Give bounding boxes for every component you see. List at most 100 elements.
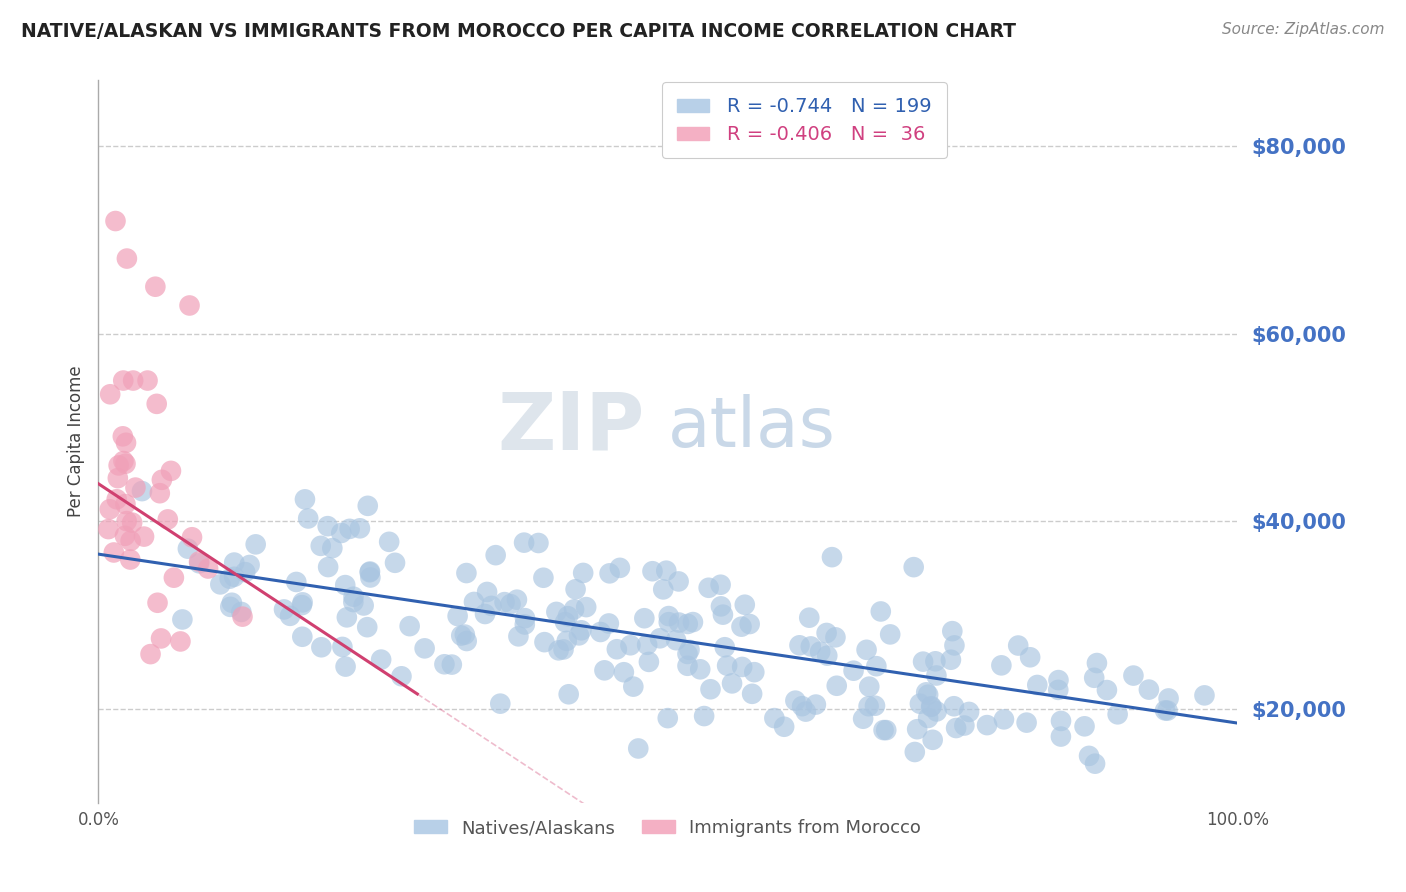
Point bbox=[330, 526, 353, 541]
Point bbox=[716, 658, 738, 673]
Point bbox=[1073, 719, 1095, 733]
Point bbox=[112, 374, 135, 388]
Point bbox=[904, 745, 927, 759]
Point bbox=[336, 610, 359, 624]
Point bbox=[655, 564, 678, 578]
Point bbox=[150, 473, 173, 487]
Point bbox=[463, 595, 485, 609]
Point bbox=[693, 709, 716, 723]
Point bbox=[821, 550, 844, 565]
Point bbox=[1084, 756, 1107, 771]
Point bbox=[179, 298, 201, 312]
Point bbox=[188, 554, 211, 568]
Point bbox=[953, 718, 976, 732]
Point bbox=[114, 457, 136, 471]
Point bbox=[291, 598, 314, 612]
Point bbox=[676, 616, 699, 631]
Point bbox=[231, 605, 253, 619]
Point bbox=[335, 659, 357, 673]
Point bbox=[139, 647, 162, 661]
Point bbox=[245, 537, 267, 551]
Point bbox=[115, 252, 138, 266]
Point bbox=[115, 514, 138, 528]
Point bbox=[599, 566, 621, 581]
Point bbox=[731, 660, 754, 674]
Point bbox=[291, 630, 314, 644]
Point bbox=[990, 658, 1012, 673]
Point bbox=[1015, 715, 1038, 730]
Point bbox=[1122, 668, 1144, 682]
Point bbox=[114, 529, 136, 543]
Point bbox=[697, 581, 720, 595]
Point bbox=[546, 605, 568, 619]
Point bbox=[513, 611, 536, 625]
Point bbox=[107, 458, 129, 473]
Point bbox=[321, 541, 343, 555]
Point bbox=[1019, 650, 1042, 665]
Point bbox=[332, 640, 354, 654]
Point bbox=[339, 522, 361, 536]
Point bbox=[474, 607, 496, 621]
Point bbox=[562, 602, 585, 616]
Point bbox=[391, 669, 413, 683]
Point bbox=[636, 638, 658, 652]
Point bbox=[1047, 673, 1070, 687]
Point bbox=[943, 639, 966, 653]
Point bbox=[273, 602, 295, 616]
Point bbox=[146, 596, 169, 610]
Point bbox=[555, 633, 578, 648]
Text: ZIP: ZIP bbox=[498, 388, 645, 467]
Point bbox=[794, 705, 817, 719]
Point bbox=[613, 665, 636, 680]
Point bbox=[309, 539, 332, 553]
Point bbox=[1095, 683, 1118, 698]
Point bbox=[294, 492, 316, 507]
Legend: Natives/Alaskans, Immigrants from Morocco: Natives/Alaskans, Immigrants from Morocc… bbox=[408, 812, 928, 845]
Point bbox=[741, 687, 763, 701]
Point bbox=[104, 214, 127, 228]
Point bbox=[1156, 704, 1178, 718]
Point bbox=[863, 698, 886, 713]
Point bbox=[378, 534, 401, 549]
Point bbox=[941, 624, 963, 639]
Point bbox=[485, 548, 508, 562]
Point bbox=[903, 560, 925, 574]
Point bbox=[353, 599, 375, 613]
Point bbox=[790, 699, 813, 714]
Text: Source: ZipAtlas.com: Source: ZipAtlas.com bbox=[1222, 22, 1385, 37]
Point bbox=[370, 652, 392, 666]
Point bbox=[568, 628, 591, 642]
Point bbox=[112, 454, 135, 468]
Point bbox=[619, 638, 641, 652]
Point bbox=[1050, 730, 1073, 744]
Point bbox=[942, 699, 965, 714]
Point bbox=[285, 574, 308, 589]
Point bbox=[554, 615, 576, 629]
Point bbox=[638, 655, 661, 669]
Point bbox=[773, 720, 796, 734]
Point bbox=[97, 522, 120, 536]
Point bbox=[800, 640, 823, 654]
Point bbox=[454, 627, 477, 641]
Point bbox=[678, 643, 700, 657]
Point bbox=[734, 598, 756, 612]
Point bbox=[499, 597, 522, 611]
Point bbox=[335, 578, 357, 592]
Point bbox=[224, 570, 246, 584]
Point bbox=[136, 374, 159, 388]
Point bbox=[858, 680, 880, 694]
Point bbox=[945, 721, 967, 735]
Point bbox=[665, 633, 688, 648]
Point bbox=[598, 616, 620, 631]
Point bbox=[939, 653, 962, 667]
Point bbox=[356, 620, 378, 634]
Point bbox=[912, 655, 935, 669]
Point bbox=[657, 711, 679, 725]
Point bbox=[852, 712, 875, 726]
Point bbox=[763, 711, 786, 725]
Point bbox=[925, 668, 948, 682]
Point bbox=[131, 484, 153, 499]
Point bbox=[188, 557, 211, 571]
Point bbox=[105, 492, 128, 507]
Point bbox=[648, 632, 671, 646]
